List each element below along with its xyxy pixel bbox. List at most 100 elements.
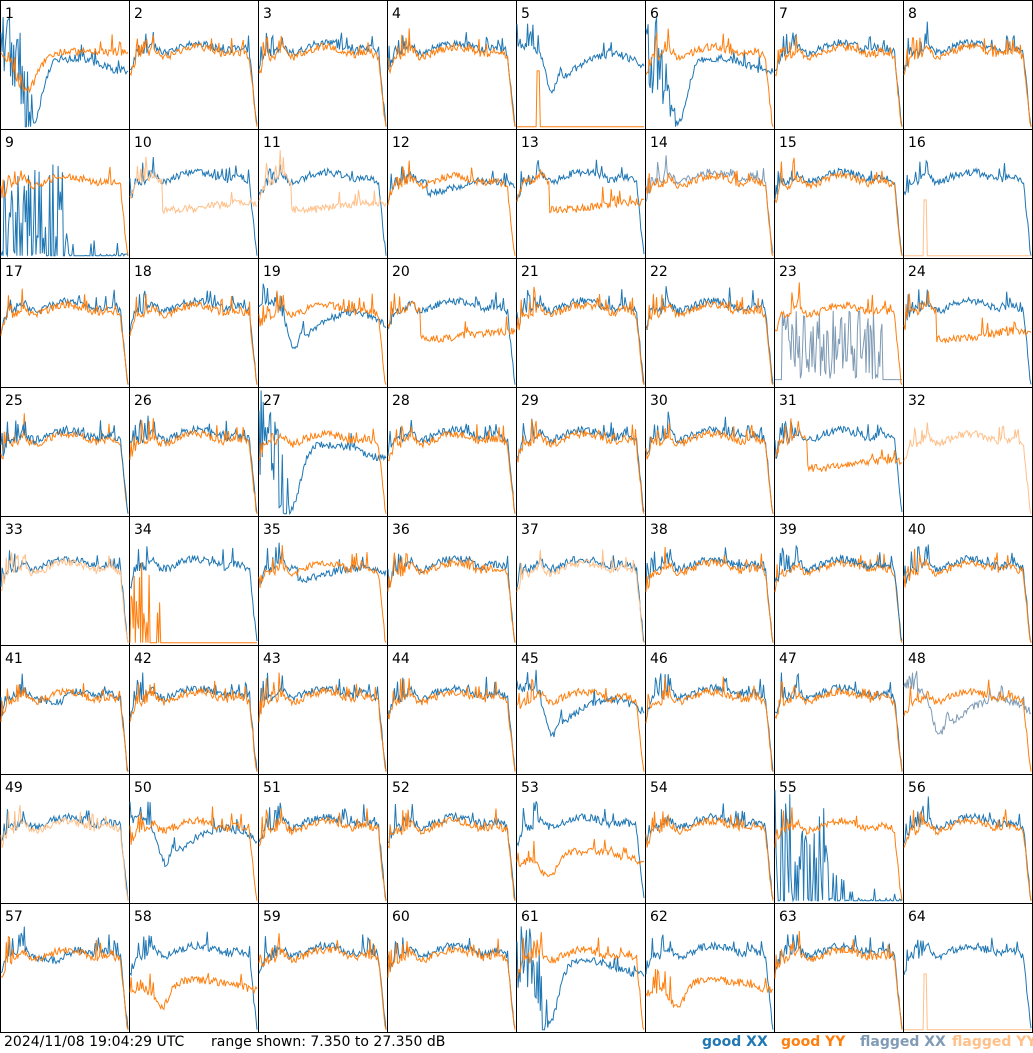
panel-label-14: 14 (650, 135, 668, 151)
panel-label-35: 35 (263, 522, 281, 538)
series-yy-27 (258, 428, 387, 514)
panel-label-27: 27 (263, 393, 281, 409)
series-xx-63 (774, 934, 903, 1029)
series-yy-61 (516, 932, 645, 1030)
panel-19: 19 (258, 258, 388, 388)
series-xx-58 (129, 931, 258, 1030)
panel-18: 18 (129, 258, 259, 388)
series-yy-21 (516, 286, 645, 385)
series-yy-42 (129, 680, 258, 772)
panel-6: 6 (645, 0, 775, 130)
series-yy-18 (129, 293, 258, 385)
panel-frame (258, 0, 388, 130)
panel-label-51: 51 (263, 780, 281, 796)
panel-46: 46 (645, 645, 775, 775)
panel-10: 10 (129, 129, 259, 259)
panel-label-23: 23 (779, 264, 797, 280)
series-yy-48 (903, 679, 1032, 772)
series-xx-6 (645, 17, 774, 127)
panel-label-45: 45 (521, 651, 539, 667)
series-xx-24 (903, 289, 1032, 385)
series-yy-6 (645, 28, 774, 127)
series-yy-35 (258, 545, 387, 643)
panel-24: 24 (903, 258, 1033, 388)
panel-label-24: 24 (908, 264, 926, 280)
panel-8: 8 (903, 0, 1033, 130)
panel-label-50: 50 (134, 780, 152, 796)
series-xx-16 (903, 159, 1032, 256)
series-xx-30 (645, 411, 774, 514)
panel-frame (903, 0, 1033, 130)
series-yy-20 (387, 293, 516, 343)
panel-label-47: 47 (779, 651, 797, 667)
series-xx-5 (516, 23, 645, 94)
panel-2: 2 (129, 0, 259, 130)
panel-15: 15 (774, 129, 904, 259)
panel-3: 3 (258, 0, 388, 130)
series-xx-26 (129, 415, 258, 514)
footer: 2024/11/08 19:04:29 UTC range shown: 7.3… (0, 1033, 1033, 1053)
panel-33: 33 (0, 516, 130, 646)
series-yy-57 (0, 935, 129, 1030)
series-yy-54 (645, 811, 774, 901)
panel-label-31: 31 (779, 393, 797, 409)
panel-29: 29 (516, 387, 646, 517)
panel-label-8: 8 (908, 6, 917, 22)
series-xx-57 (0, 926, 129, 1030)
panel-label-7: 7 (779, 6, 788, 22)
series-yy-37 (516, 549, 645, 643)
series-xx-45 (516, 669, 645, 738)
series-xx-9 (0, 164, 129, 258)
series-yy-32 (903, 422, 1032, 514)
series-xx-44 (387, 676, 516, 771)
panel-43: 43 (258, 645, 388, 775)
panel-13: 13 (516, 129, 646, 259)
panel-44: 44 (387, 645, 517, 775)
series-xx-39 (774, 544, 903, 641)
panel-label-41: 41 (5, 651, 23, 667)
series-yy-8 (903, 37, 1032, 127)
panel-label-18: 18 (134, 264, 152, 280)
series-yy-22 (645, 293, 774, 385)
panel-label-43: 43 (263, 651, 281, 667)
series-yy-51 (258, 808, 387, 901)
series-xx-20 (387, 292, 516, 385)
series-yy-56 (903, 809, 1032, 901)
panel-label-29: 29 (521, 393, 539, 409)
series-yy-34 (129, 562, 257, 644)
panel-label-5: 5 (521, 6, 530, 22)
panel-label-17: 17 (5, 264, 23, 280)
series-yy-30 (645, 422, 774, 514)
panel-label-59: 59 (263, 909, 281, 925)
series-yy-31 (774, 418, 903, 473)
panel-22: 22 (645, 258, 775, 388)
series-yy-52 (387, 808, 516, 901)
panel-60: 60 (387, 903, 517, 1033)
series-xx-19 (258, 283, 387, 350)
panel-36: 36 (387, 516, 517, 646)
series-yy-23 (774, 282, 903, 385)
panel-25: 25 (0, 387, 130, 517)
panel-label-38: 38 (650, 522, 668, 538)
panel-55: 55 (774, 774, 904, 904)
series-xx-40 (903, 544, 1032, 643)
series-yy-58 (129, 972, 258, 1011)
panel-20: 20 (387, 258, 517, 388)
legend-flagged-yy: flagged YY (952, 1034, 1033, 1050)
panel-frame (387, 0, 517, 130)
series-yy-26 (129, 418, 258, 514)
series-xx-11 (258, 164, 387, 256)
panel-label-12: 12 (392, 135, 410, 151)
panel-label-11: 11 (263, 135, 281, 151)
panel-label-19: 19 (263, 264, 281, 280)
panel-label-40: 40 (908, 522, 926, 538)
panel-frame (774, 0, 904, 130)
series-yy-12 (387, 160, 516, 256)
series-xx-36 (387, 553, 516, 643)
series-xx-10 (129, 156, 258, 256)
panel-52: 52 (387, 774, 517, 904)
series-yy-53 (516, 839, 645, 877)
panel-label-21: 21 (521, 264, 539, 280)
panel-56: 56 (903, 774, 1033, 904)
series-yy-36 (387, 552, 516, 643)
